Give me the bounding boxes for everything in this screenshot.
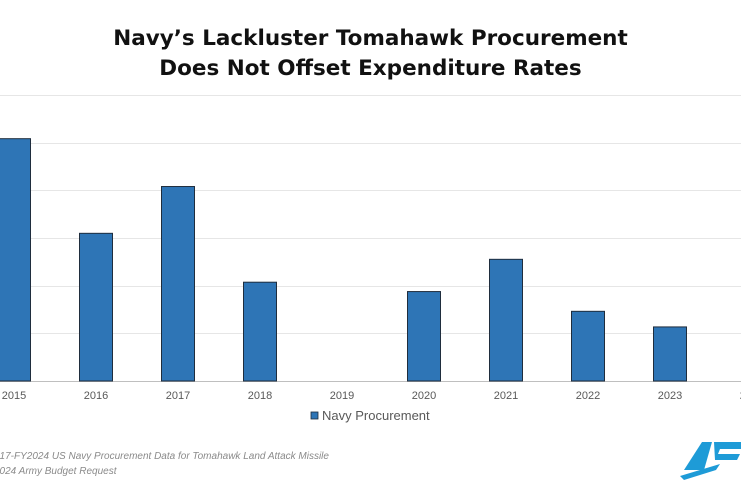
footnote-line-1: 017-FY2024 US Navy Procurement Data for …	[0, 451, 329, 462]
x-tick-label-2018: 2018	[248, 390, 272, 402]
bar-2022	[571, 310, 605, 382]
legend-swatch	[310, 411, 319, 420]
x-tick-label-2020: 2020	[412, 390, 436, 402]
aei-logo-mark	[680, 442, 741, 480]
x-tick-label-2023: 2023	[658, 390, 682, 402]
bar-2015	[0, 138, 31, 382]
chart-title-line-2: Does Not Offset Expenditure Rates	[159, 56, 582, 81]
bar-2020	[407, 291, 441, 382]
chart-title: Navy’s Lackluster Tomahawk Procurement D…	[0, 24, 741, 84]
x-tick-label-2019: 2019	[330, 390, 354, 402]
x-tick-label-2021: 2021	[494, 390, 518, 402]
bar-2018	[243, 281, 277, 382]
chart-title-line-1: Navy’s Lackluster Tomahawk Procurement	[113, 26, 628, 51]
x-tick-label-2015: 2015	[2, 390, 26, 402]
bar-2023	[653, 326, 687, 382]
bar-2017	[161, 186, 195, 382]
x-tick-label-2017: 2017	[166, 390, 190, 402]
x-tick-label-2024: 2024	[740, 390, 741, 402]
x-tick-label-2022: 2022	[576, 390, 600, 402]
source-footnote: 017-FY2024 US Navy Procurement Data for …	[0, 449, 329, 479]
footnote-line-2: 2024 Army Budget Request	[0, 466, 117, 477]
aei-logo	[680, 442, 741, 480]
bar-2016	[79, 232, 113, 382]
x-tick-label-2016: 2016	[84, 390, 108, 402]
legend-label: Navy Procurement	[322, 408, 430, 423]
bar-2021	[489, 258, 523, 382]
